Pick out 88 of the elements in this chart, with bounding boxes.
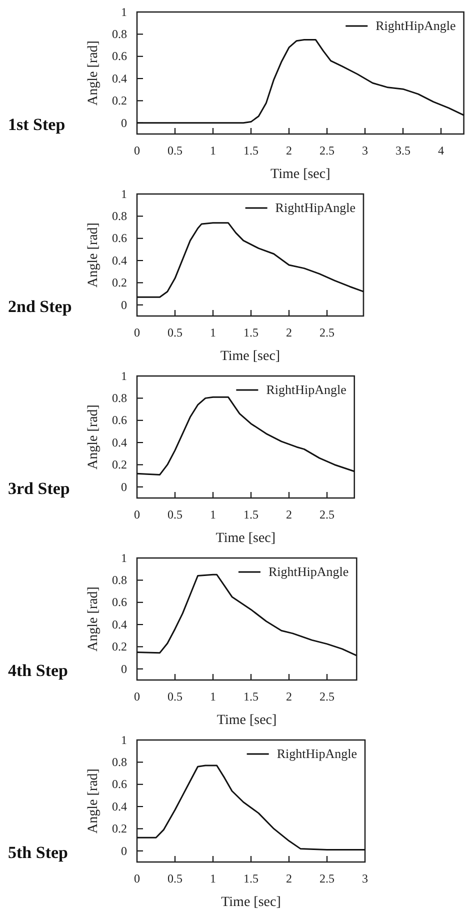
y-tick-label: 0.6 xyxy=(112,413,127,428)
line-series xyxy=(136,38,465,124)
x-tick-label: 2.5 xyxy=(320,144,334,158)
y-tick-label: 0.4 xyxy=(112,435,127,450)
x-axis-title: Time [sec] xyxy=(221,895,281,910)
x-tick-label: 0.5 xyxy=(168,690,182,704)
y-axis-title: Angle [rad] xyxy=(86,222,101,288)
legend-label: RightHipAngle xyxy=(266,382,347,397)
y-tick-label: 0.2 xyxy=(112,640,127,654)
x-tick-label: 3 xyxy=(362,144,368,158)
x-tick-label: 1.5 xyxy=(244,508,258,522)
x-tick-label: 1 xyxy=(210,690,216,704)
y-tick-label: 1 xyxy=(121,368,127,383)
x-tick-label: 3 xyxy=(362,872,368,886)
x-tick-label: 2.5 xyxy=(320,326,334,340)
legend-label: RightHipAngle xyxy=(376,18,456,33)
x-tick-label: 2 xyxy=(286,326,292,340)
x-axis-title: Time [sec] xyxy=(216,531,276,546)
x-tick-label: 1 xyxy=(210,326,216,340)
y-tick-label: 1 xyxy=(121,186,127,201)
x-tick-label: 2 xyxy=(286,508,292,522)
y-tick-label: 0.4 xyxy=(112,253,127,268)
x-tick-label: 1.5 xyxy=(244,326,258,340)
y-tick-label: 0 xyxy=(121,844,127,858)
x-tick-label: 1.5 xyxy=(244,144,258,158)
y-tick-label: 0.8 xyxy=(112,573,127,588)
x-tick-label: 0 xyxy=(134,508,140,522)
y-tick-label: 0.2 xyxy=(112,276,127,290)
x-tick-label: 2 xyxy=(286,690,292,704)
x-tick-label: 0.5 xyxy=(168,326,182,340)
y-tick-label: 1 xyxy=(121,732,127,747)
y-tick-label: 0 xyxy=(121,116,127,130)
y-tick-label: 0.4 xyxy=(112,617,127,632)
text: 1st Step xyxy=(8,115,66,134)
y-tick-label: 1 xyxy=(121,550,127,565)
text: 3rd Step xyxy=(8,479,70,498)
x-tick-label: 0.5 xyxy=(168,144,182,158)
x-tick-label: 2.5 xyxy=(320,508,334,522)
x-tick-label: 2.5 xyxy=(320,872,334,886)
y-tick-label: 0 xyxy=(121,662,127,676)
x-tick-label: 2 xyxy=(286,872,292,886)
x-tick-label: 0.5 xyxy=(168,508,182,522)
y-axis-title: Angle [rad] xyxy=(86,40,101,106)
y-tick-label: 0.4 xyxy=(112,71,127,86)
text: 2nd Step xyxy=(8,297,72,316)
y-tick-label: 0.4 xyxy=(112,799,127,814)
y-tick-label: 0 xyxy=(121,298,127,312)
y-tick-label: 0.6 xyxy=(112,777,127,792)
x-tick-label: 3.5 xyxy=(396,144,410,158)
y-tick-label: 0 xyxy=(121,480,127,494)
x-tick-label: 1.5 xyxy=(244,690,258,704)
line-series xyxy=(136,764,366,851)
legend-label: RightHipAngle xyxy=(276,746,358,761)
x-tick-label: 4 xyxy=(438,144,444,158)
line-series xyxy=(136,222,364,298)
y-axis-title: Angle [rad] xyxy=(86,768,101,834)
y-tick-label: 1 xyxy=(121,4,127,19)
y-tick-label: 0.2 xyxy=(112,822,127,836)
x-tick-label: 0 xyxy=(134,144,140,158)
x-tick-label: 1 xyxy=(210,144,216,158)
y-tick-label: 0.8 xyxy=(112,209,127,224)
x-tick-label: 0 xyxy=(134,326,140,340)
y-tick-label: 0.6 xyxy=(112,595,127,610)
x-axis-title: Time [sec] xyxy=(220,349,280,364)
y-tick-label: 0.8 xyxy=(112,391,127,406)
x-tick-label: 0.5 xyxy=(168,872,182,886)
x-tick-label: 1 xyxy=(210,508,216,522)
x-tick-label: 0 xyxy=(134,690,140,704)
x-axis-title: Time [sec] xyxy=(270,167,330,182)
y-tick-label: 0.8 xyxy=(112,755,127,770)
y-tick-label: 0.2 xyxy=(112,458,127,472)
text: 5th Step xyxy=(8,843,68,862)
x-tick-label: 2 xyxy=(286,144,292,158)
legend-label: RightHipAngle xyxy=(275,200,356,215)
text: 4th Step xyxy=(8,661,68,680)
x-axis-title: Time [sec] xyxy=(216,713,277,728)
y-tick-label: 0.6 xyxy=(112,231,127,246)
y-tick-label: 0.2 xyxy=(112,94,127,108)
y-axis-title: Angle [rad] xyxy=(86,586,101,652)
x-tick-label: 2.5 xyxy=(320,690,334,704)
line-series xyxy=(136,396,356,476)
y-tick-label: 0.6 xyxy=(112,49,127,64)
legend-label: RightHipAngle xyxy=(268,564,349,579)
y-tick-label: 0.8 xyxy=(112,27,127,42)
x-tick-label: 1 xyxy=(210,872,216,886)
y-axis-title: Angle [rad] xyxy=(86,404,101,470)
x-tick-label: 1.5 xyxy=(244,872,258,886)
x-tick-label: 0 xyxy=(134,872,140,886)
